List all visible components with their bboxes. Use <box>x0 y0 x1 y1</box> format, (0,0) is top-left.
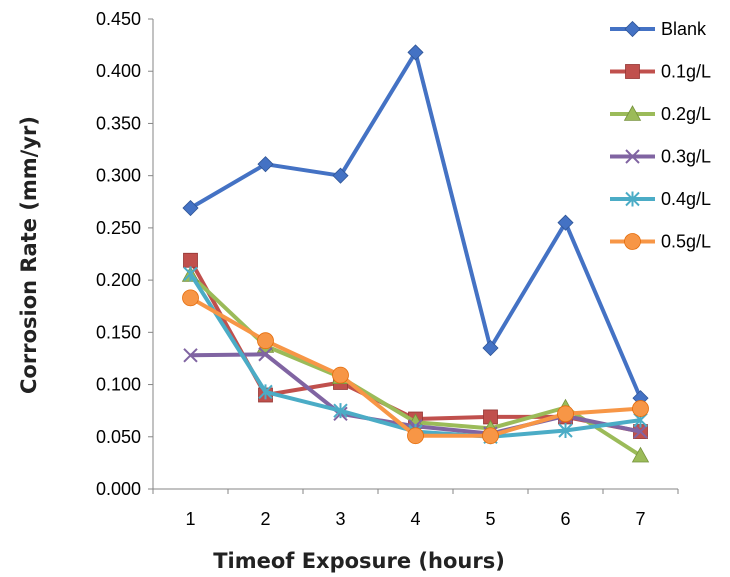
legend-marker <box>625 149 640 164</box>
legend-entry: 0.5g/L <box>610 232 711 252</box>
y-tick-label: 0.000 <box>96 479 141 499</box>
legend-label: 0.4g/L <box>661 189 711 209</box>
x-tick-label: 2 <box>260 509 270 529</box>
x-axis-title: Timeof Exposure (hours) <box>213 549 505 573</box>
x-tick-label: 1 <box>185 509 195 529</box>
y-tick-label: 0.350 <box>96 113 141 133</box>
y-tick-label: 0.100 <box>96 375 141 395</box>
data-point <box>182 289 199 307</box>
data-point <box>183 252 198 268</box>
legend-label: 0.3g/L <box>661 147 711 167</box>
legend-label: 0.1g/L <box>661 62 711 82</box>
x-tick-label: 6 <box>560 509 570 529</box>
data-point <box>258 384 273 400</box>
legend: Blank 0.1g/L 0.2g/L 0.3g/L 0.4g/L 0.5g/L <box>610 19 711 252</box>
legend-entry: 0.2g/L <box>610 104 711 124</box>
legend-marker <box>625 64 640 79</box>
data-point <box>632 400 649 417</box>
y-tick-label: 0.400 <box>96 61 141 81</box>
series-5 <box>182 289 649 445</box>
y-tick-label: 0.450 <box>96 9 141 29</box>
legend-label: 0.2g/L <box>661 104 711 124</box>
y-axis-title: Corrosion Rate (mm/yr) <box>17 116 41 394</box>
legend-label: Blank <box>661 19 707 39</box>
data-point <box>558 423 573 439</box>
data-point <box>557 405 574 423</box>
data-point <box>631 446 650 463</box>
data-point <box>407 44 424 61</box>
data-point <box>258 347 273 362</box>
x-tick-label: 3 <box>335 509 345 529</box>
y-tick-label: 0.250 <box>96 218 141 238</box>
y-tick-label: 0.150 <box>96 322 141 342</box>
data-point <box>257 332 274 350</box>
data-point <box>333 403 348 419</box>
legend-marker <box>624 233 641 250</box>
legend-entry: 0.3g/L <box>610 147 711 167</box>
data-point <box>182 199 199 217</box>
data-point <box>633 424 648 439</box>
legend-entry: 0.1g/L <box>610 62 711 82</box>
legend-entry: Blank <box>610 19 707 39</box>
plot-series <box>181 44 650 463</box>
x-tick-label: 4 <box>410 509 420 529</box>
data-point <box>482 427 499 445</box>
data-point <box>557 214 574 231</box>
legend-marker <box>623 105 642 121</box>
data-point <box>183 348 198 363</box>
data-point <box>332 167 349 184</box>
legend-label: 0.5g/L <box>661 232 711 252</box>
data-point <box>482 339 499 357</box>
y-tick-label: 0.300 <box>96 166 141 186</box>
x-tick-label: 7 <box>635 509 645 529</box>
data-point <box>332 366 349 384</box>
x-tick-label: 5 <box>485 509 495 529</box>
data-point <box>183 266 198 282</box>
y-tick-label: 0.200 <box>96 270 141 290</box>
legend-entry: 0.4g/L <box>610 189 711 209</box>
legend-marker <box>625 191 640 207</box>
data-point <box>407 427 424 445</box>
y-tick-label: 0.050 <box>96 427 141 447</box>
axes: 0.000 0.050 0.100 0.150 0.200 0.250 0.300 0.350… <box>96 9 679 529</box>
data-point <box>257 156 274 173</box>
legend-marker <box>624 20 641 38</box>
